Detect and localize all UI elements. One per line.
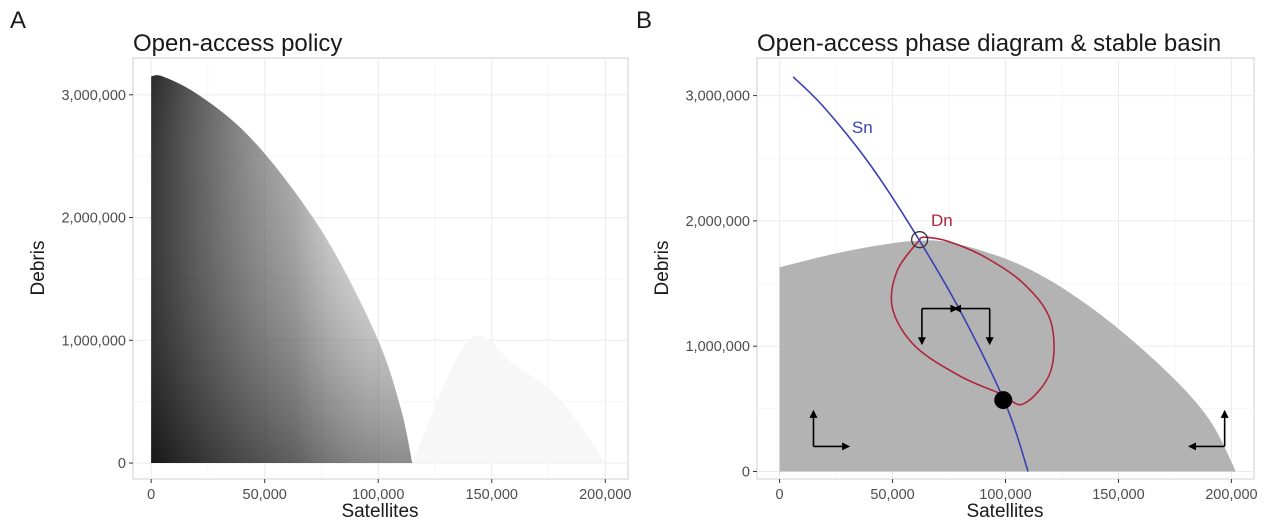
x-ticks-a: 0 50,000 100,000 150,000 200,000 xyxy=(147,479,632,503)
y-tick-label-a: 1,000,000 xyxy=(61,333,126,349)
stable-steady-state-point xyxy=(994,391,1013,410)
x-tick-label-a: 100,000 xyxy=(352,487,404,503)
y-tick-label-b: 3,000,000 xyxy=(685,89,750,105)
x-axis-label-a: Satellites xyxy=(341,501,418,522)
y-axis-label-b: Debris xyxy=(652,241,673,296)
y-tick-label-b: 0 xyxy=(742,464,750,480)
stable-basin xyxy=(779,240,1236,472)
y-tick-label-b: 1,000,000 xyxy=(685,339,750,355)
y-ticks-b: 0 1,000,000 2,000,000 3,000,000 xyxy=(685,89,757,480)
y-tick-label-b: 2,000,000 xyxy=(685,214,750,230)
x-axis-label-b: Satellites xyxy=(966,501,1043,522)
y-tick-label-a: 2,000,000 xyxy=(61,211,126,227)
x-tick-label-a: 50,000 xyxy=(243,487,287,503)
unstable-steady-state-point xyxy=(911,231,929,249)
phase-arrow xyxy=(809,409,851,451)
chart-title-b: Open-access phase diagram & stable basin xyxy=(757,30,1221,57)
chart-title-a: Open-access policy xyxy=(133,30,342,57)
x-ticks-b: 0 50,000 100,000 150,000 200,000 xyxy=(776,479,1258,503)
phase-arrow xyxy=(953,304,994,346)
panel-a: A Open-access policy 0 50,000 100,000 150,0… xyxy=(10,7,632,522)
y-ticks-a: 0 1,000,000 2,000,000 3,000,000 xyxy=(61,88,133,472)
heatmap-region-y xyxy=(151,75,413,464)
x-tick-label-b: 100,000 xyxy=(979,487,1031,503)
series-dn-line xyxy=(890,236,1055,406)
x-tick-label-b: 50,000 xyxy=(870,487,914,503)
phase-arrow xyxy=(1188,409,1229,451)
series-sn-label: Sn xyxy=(852,118,873,137)
x-tick-label-a: 0 xyxy=(147,487,155,503)
y-tick-label-a: 0 xyxy=(118,456,126,472)
y-axis-label-a: Debris xyxy=(28,241,49,296)
panel-b: B Open-access phase diagram & stable bas… xyxy=(636,7,1258,522)
phase-diagram-b: Sn Dn xyxy=(779,76,1236,472)
x-tick-label-a: 150,000 xyxy=(466,487,518,503)
y-tick-label-a: 3,000,000 xyxy=(61,88,126,104)
x-tick-label-b: 0 xyxy=(776,487,784,503)
x-tick-label-b: 200,000 xyxy=(1205,487,1257,503)
heatmap-a xyxy=(151,75,606,464)
series-dn-label: Dn xyxy=(931,211,953,230)
phase-arrow xyxy=(917,304,959,346)
panel-label-b: B xyxy=(636,7,652,34)
x-tick-label-b: 150,000 xyxy=(1092,487,1144,503)
faint-region xyxy=(412,335,606,464)
panel-label-a: A xyxy=(10,7,26,34)
x-tick-label-a: 200,000 xyxy=(579,487,631,503)
